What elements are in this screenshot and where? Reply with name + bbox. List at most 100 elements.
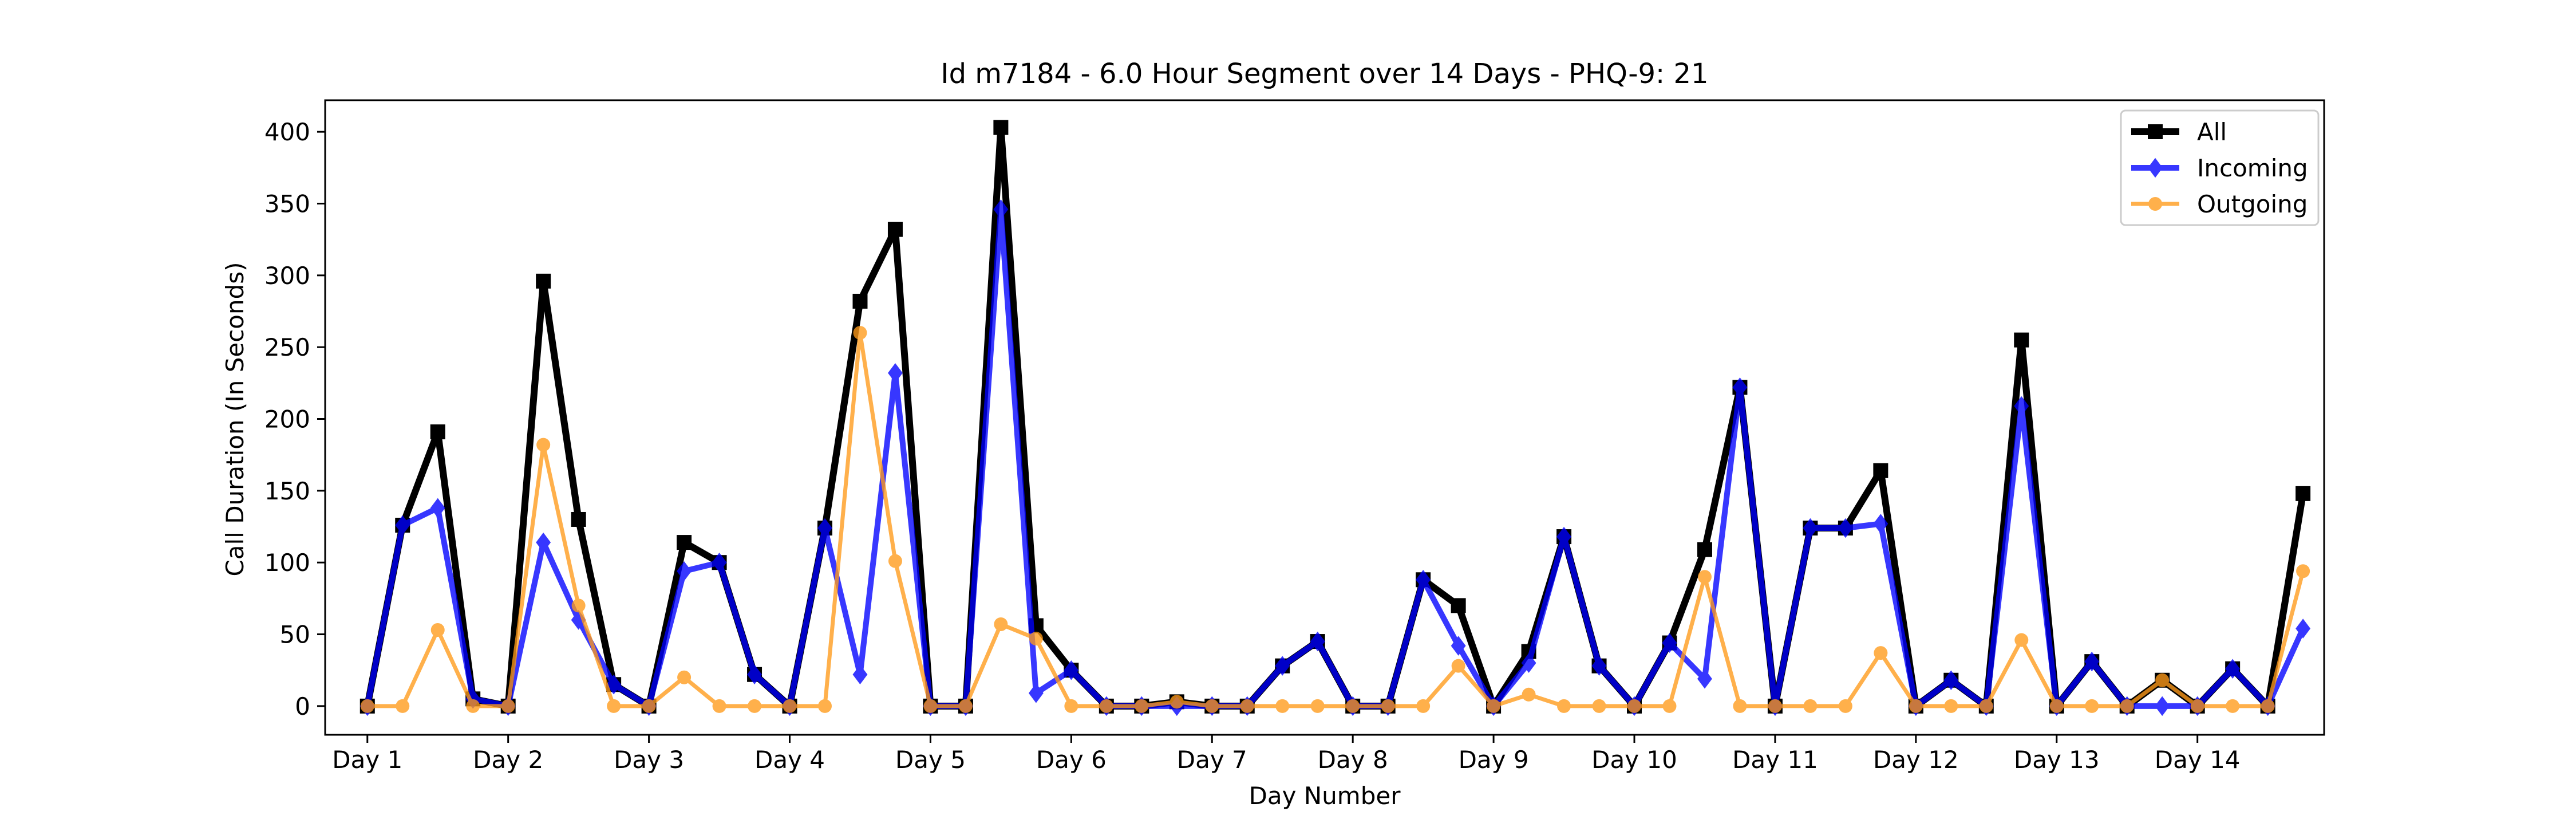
data-point-all bbox=[1873, 463, 1888, 478]
y-tick-label: 100 bbox=[264, 549, 310, 577]
data-point-outgoing bbox=[1310, 699, 1325, 713]
data-point-all bbox=[887, 222, 903, 237]
data-point-outgoing bbox=[1803, 699, 1818, 713]
data-point-outgoing bbox=[1135, 699, 1149, 713]
legend: All Incoming Outgoing bbox=[2120, 109, 2320, 226]
data-point-outgoing bbox=[2085, 699, 2099, 713]
data-point-outgoing bbox=[1451, 659, 1465, 673]
series-outgoing bbox=[360, 326, 2310, 713]
data-point-incoming bbox=[852, 664, 868, 684]
legend-entry-all bbox=[2131, 124, 2179, 139]
data-point-outgoing bbox=[536, 438, 551, 452]
data-point-all bbox=[571, 511, 586, 527]
data-point-outgoing bbox=[2226, 699, 2240, 713]
legend-entry-outgoing bbox=[2131, 197, 2179, 211]
x-tick-label: Day 5 bbox=[895, 746, 966, 774]
data-point-incoming bbox=[1943, 670, 1959, 690]
legend-box bbox=[2120, 109, 2320, 226]
x-axis-label: Day Number bbox=[1249, 782, 1401, 810]
legend-label-incoming: Incoming bbox=[2197, 154, 2308, 182]
data-point-outgoing bbox=[2296, 564, 2310, 578]
data-point-incoming bbox=[993, 199, 1009, 219]
data-point-outgoing bbox=[607, 699, 621, 713]
data-point-outgoing bbox=[1627, 699, 1642, 713]
data-point-incoming bbox=[1591, 656, 1607, 676]
legend-marker-outgoing bbox=[2148, 197, 2162, 211]
plot-area: 0 50 100 150 200 250 300 350 400 Day 1 Day 2 Day 3 D… bbox=[264, 99, 2325, 774]
data-point-outgoing bbox=[1275, 699, 1290, 713]
x-tick-label: Day 9 bbox=[1459, 746, 1529, 774]
data-point-all bbox=[2014, 332, 2029, 348]
legend-entry-incoming bbox=[2131, 157, 2179, 178]
data-point-outgoing bbox=[1592, 699, 1606, 713]
data-point-outgoing bbox=[994, 617, 1008, 631]
data-point-outgoing bbox=[1557, 699, 1571, 713]
x-tick-label: Day 4 bbox=[754, 746, 825, 774]
data-point-outgoing bbox=[571, 598, 586, 613]
data-point-incoming bbox=[1416, 570, 1431, 590]
data-point-outgoing bbox=[1768, 699, 1782, 713]
data-point-outgoing bbox=[2014, 633, 2029, 647]
data-point-outgoing bbox=[748, 699, 762, 713]
x-tick-label: Day 2 bbox=[473, 746, 543, 774]
data-point-incoming bbox=[1064, 660, 1079, 680]
data-point-incoming bbox=[1732, 377, 1748, 397]
data-point-outgoing bbox=[888, 554, 902, 568]
x-tick-label: Day 10 bbox=[1591, 746, 1677, 774]
y-tick-label: 50 bbox=[280, 621, 310, 649]
data-point-incoming bbox=[2014, 396, 2029, 416]
chart-title: Id m7184 - 6.0 Hour Segment over 14 Days… bbox=[941, 58, 1708, 90]
data-point-outgoing bbox=[1733, 699, 1747, 713]
data-point-all bbox=[1697, 542, 1712, 557]
legend-marker-incoming bbox=[2148, 157, 2163, 178]
y-axis-label: Call Duration (In Seconds) bbox=[221, 262, 249, 576]
data-point-outgoing bbox=[1909, 699, 1923, 713]
y-tick-label: 250 bbox=[264, 333, 310, 361]
data-point-outgoing bbox=[396, 699, 410, 713]
data-point-incoming bbox=[395, 515, 410, 535]
data-point-outgoing bbox=[1487, 699, 1501, 713]
data-point-incoming bbox=[536, 532, 551, 553]
x-tick-label: Day 14 bbox=[2155, 746, 2241, 774]
data-point-all bbox=[993, 120, 1009, 135]
data-point-outgoing bbox=[853, 326, 867, 340]
data-point-outgoing bbox=[1838, 699, 1852, 713]
data-point-outgoing bbox=[1522, 687, 1536, 702]
data-point-outgoing bbox=[958, 699, 973, 713]
data-point-outgoing bbox=[1099, 699, 1113, 713]
data-point-incoming bbox=[1556, 526, 1571, 547]
data-point-outgoing bbox=[2155, 673, 2170, 687]
data-point-incoming bbox=[677, 561, 692, 581]
x-tick-label: Day 7 bbox=[1177, 746, 1247, 774]
data-point-outgoing bbox=[818, 699, 832, 713]
data-point-all bbox=[430, 424, 445, 440]
data-point-outgoing bbox=[1029, 632, 1043, 646]
x-tick-label: Day 1 bbox=[332, 746, 402, 774]
data-point-outgoing bbox=[1205, 699, 1219, 713]
y-tick-label: 300 bbox=[264, 262, 310, 290]
data-point-incoming bbox=[1838, 518, 1853, 538]
data-point-outgoing bbox=[2120, 699, 2134, 713]
data-point-outgoing bbox=[1170, 695, 1184, 709]
legend-label-outgoing: Outgoing bbox=[2197, 190, 2308, 218]
x-tick-label: Day 12 bbox=[1873, 746, 1959, 774]
y-tick-label: 350 bbox=[264, 190, 310, 218]
data-point-outgoing bbox=[1662, 699, 1677, 713]
y-tick-label: 400 bbox=[264, 118, 310, 146]
data-point-incoming bbox=[747, 664, 762, 684]
data-point-outgoing bbox=[1979, 699, 1993, 713]
x-tick-label: Day 11 bbox=[1732, 746, 1818, 774]
data-point-incoming bbox=[1697, 668, 1712, 689]
data-point-outgoing bbox=[2190, 699, 2204, 713]
data-point-all bbox=[677, 535, 692, 550]
data-point-outgoing bbox=[2049, 699, 2064, 713]
data-point-incoming bbox=[817, 518, 832, 538]
data-point-outgoing bbox=[2261, 699, 2275, 713]
data-point-outgoing bbox=[466, 699, 480, 713]
data-point-outgoing bbox=[430, 623, 445, 637]
data-point-outgoing bbox=[1381, 699, 1395, 713]
data-point-incoming bbox=[1521, 653, 1536, 673]
legend-marker-all bbox=[2148, 124, 2163, 139]
